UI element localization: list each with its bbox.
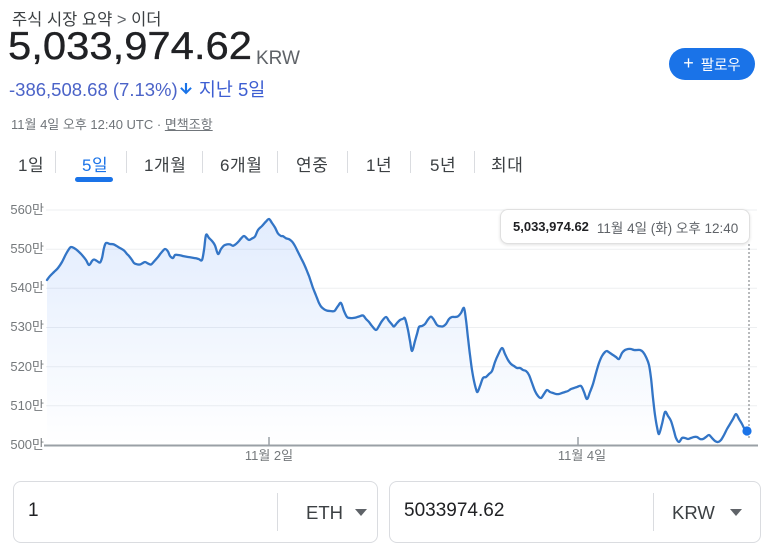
svg-text:11월 2일: 11월 2일 [245, 448, 293, 463]
svg-text:500만: 500만 [10, 437, 44, 452]
svg-text:11월 4일: 11월 4일 [558, 448, 606, 463]
svg-text:560만: 560만 [10, 202, 44, 217]
svg-text:540만: 540만 [10, 280, 44, 295]
svg-text:550만: 550만 [10, 241, 44, 256]
svg-text:520만: 520만 [10, 359, 44, 374]
svg-text:510만: 510만 [10, 398, 44, 413]
svg-text:530만: 530만 [10, 319, 44, 334]
